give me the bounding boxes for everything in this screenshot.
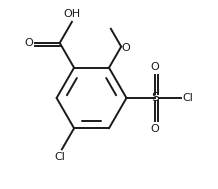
Text: S: S [151,91,159,105]
Text: OH: OH [63,9,80,19]
Text: Cl: Cl [55,152,66,162]
Text: O: O [122,43,131,53]
Text: O: O [151,62,160,72]
Text: O: O [24,38,33,48]
Text: O: O [151,124,160,134]
Text: Cl: Cl [182,93,193,103]
